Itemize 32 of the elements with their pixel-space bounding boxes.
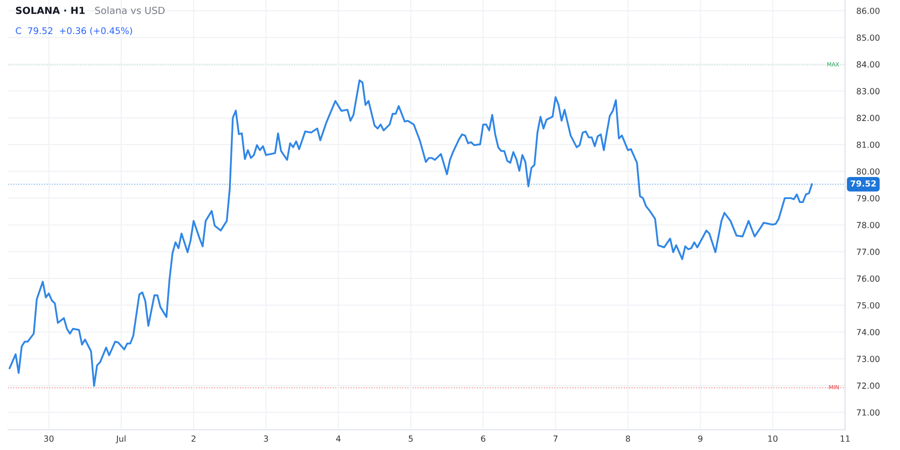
y-tick-label: 83.00 <box>856 88 880 94</box>
x-tick-label: 2 <box>192 435 196 442</box>
y-tick-label: 71.00 <box>856 409 880 416</box>
y-tick-label: 76.00 <box>856 275 880 282</box>
x-tick-label: 5 <box>408 436 413 442</box>
annotation: C 79.52 +0.36 (+0.45%) <box>16 27 132 36</box>
y-tick-label: 78.00 <box>856 222 880 228</box>
x-tick-label: 8 <box>626 435 630 442</box>
text: SOLANA · H1 <box>16 6 85 14</box>
y-tick-label: 86.00 <box>856 8 880 14</box>
y-tick-label: 74.00 <box>856 329 880 336</box>
x-tick-label: 3 <box>264 435 268 442</box>
y-tick-label: 75.00 <box>856 302 880 309</box>
text: Solana vs USD <box>95 6 165 14</box>
x-tick-label: 10 <box>768 435 778 442</box>
ref-line-label: 79.52 <box>850 180 876 187</box>
y-tick-label: 82.00 <box>856 114 880 122</box>
y-tick-label: 80.00 <box>856 168 880 175</box>
y-tick-label: 77.00 <box>856 248 880 255</box>
y-tick-label: 84.00 <box>856 61 880 68</box>
x-tick-label: 7 <box>554 436 558 442</box>
x-tick-label: 11 <box>840 436 850 442</box>
x-tick-label: 6 <box>481 435 486 442</box>
x-tick-label: Jul <box>116 435 126 444</box>
y-tick-label: 79.00 <box>856 195 880 202</box>
x-tick-label: 9 <box>698 435 702 442</box>
y-tick-label: 72.00 <box>856 382 880 389</box>
x-tick-label: 4 <box>336 436 341 442</box>
y-tick-label: 73.00 <box>856 356 880 362</box>
x-tick-label: 30 <box>44 435 54 442</box>
y-tick-label: 85.00 <box>856 34 880 41</box>
y-tick-label: 81.00 <box>856 142 880 148</box>
